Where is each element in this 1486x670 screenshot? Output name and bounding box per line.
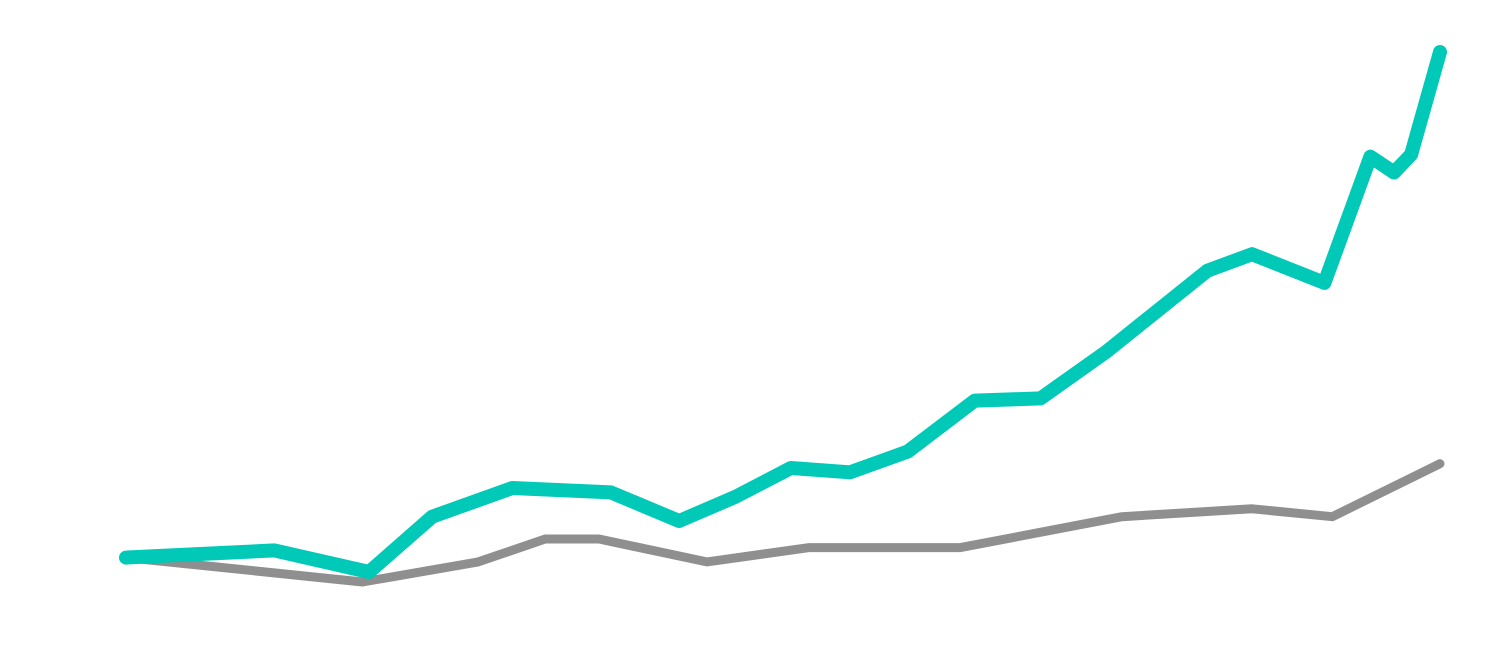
series-layer — [119, 45, 1447, 587]
series-line-1 — [119, 45, 1447, 579]
series-line-2 — [121, 459, 1445, 587]
